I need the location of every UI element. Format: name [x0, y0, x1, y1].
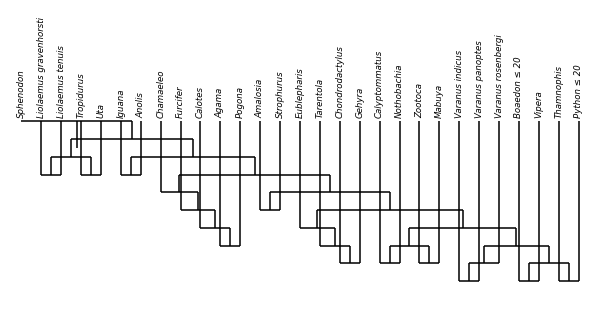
Text: Calyptommatus: Calyptommatus [375, 50, 384, 119]
Text: Varanus rosenbergi: Varanus rosenbergi [494, 35, 503, 119]
Text: Chamaeleo: Chamaeleo [156, 70, 165, 119]
Text: Iguana: Iguana [116, 89, 125, 119]
Text: Liolaemus tenuis: Liolaemus tenuis [56, 46, 65, 119]
Text: Eublepharis: Eublepharis [296, 68, 305, 119]
Text: Gehyra: Gehyra [355, 87, 364, 119]
Text: Thamnophis: Thamnophis [554, 66, 563, 119]
Text: Anolis: Anolis [136, 93, 145, 119]
Text: Nothobachia: Nothobachia [395, 64, 404, 119]
Text: Chondrodactylus: Chondrodactylus [335, 46, 344, 119]
Text: Sphenodon: Sphenodon [17, 70, 26, 119]
Text: Calotes: Calotes [196, 86, 205, 119]
Text: Varanus panoptes: Varanus panoptes [475, 41, 484, 119]
Text: Uta: Uta [97, 103, 106, 119]
Text: Tarentola: Tarentola [316, 78, 325, 119]
Text: Mabuya: Mabuya [435, 84, 444, 119]
Text: Zootoca: Zootoca [415, 83, 424, 119]
Text: Furcifer: Furcifer [176, 86, 185, 119]
Text: Tropidurus: Tropidurus [77, 73, 86, 119]
Text: Varanus indicus: Varanus indicus [455, 50, 464, 119]
Text: Amalosia: Amalosia [256, 79, 265, 119]
Text: Python ≤ 20: Python ≤ 20 [574, 65, 583, 119]
Text: Agama: Agama [216, 88, 225, 119]
Text: Strophurus: Strophurus [275, 71, 284, 119]
Text: Vipera: Vipera [535, 91, 544, 119]
Text: Liolaemus gravenhorsti: Liolaemus gravenhorsti [37, 17, 46, 119]
Text: Pogona: Pogona [236, 86, 245, 119]
Text: Boaedon ≤ 20: Boaedon ≤ 20 [514, 57, 523, 119]
